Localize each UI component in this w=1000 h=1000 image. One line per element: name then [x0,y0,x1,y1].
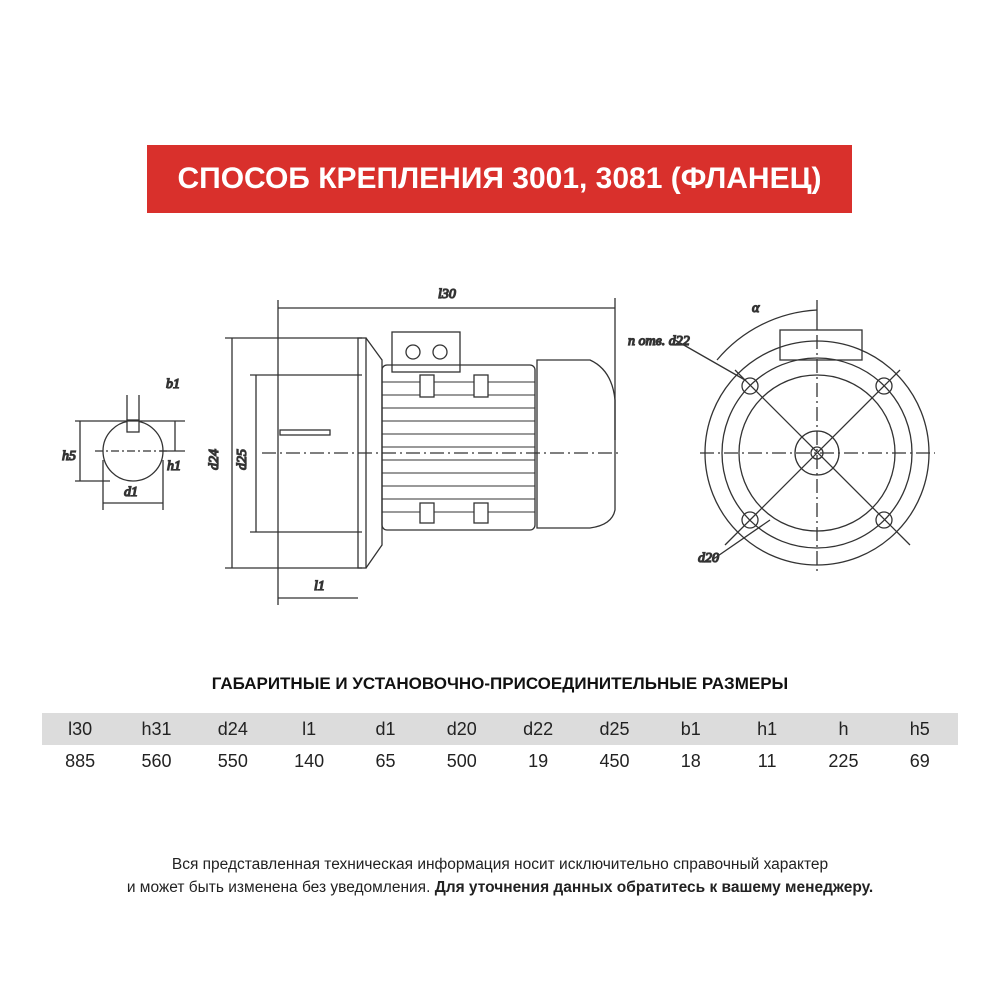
header-cell: d24 [217,718,248,739]
motor-drawing: b1 h5 h1 d1 l30 d24 d25 l1 [61,286,935,605]
value-cell: 69 [909,750,930,771]
value-cell: 65 [375,750,396,771]
shaft-section [75,395,185,510]
label-h5: h5 [62,449,76,464]
value-cell: 11 [757,750,777,771]
note-line-2-bold: Для уточнения данных обратитесь к вашему… [434,879,874,896]
label-d24: d24 [207,449,222,470]
value-cell: 550 [217,750,248,771]
header-cell: d1 [375,718,396,739]
motor-side-view [225,298,620,605]
header-cell: h [838,718,849,739]
value-cell: 225 [828,750,859,771]
label-l30: l30 [438,287,456,302]
disclaimer-note: Вся представленная техническая информаци… [0,853,1000,899]
note-line-2: и может быть изменена без уведомления. Д… [0,876,1000,899]
motor-front-view [674,300,935,575]
label-d1: d1 [124,485,138,500]
label-alpha: α [752,301,760,316]
label-d25: d25 [235,449,250,470]
header-cell: d25 [599,718,630,739]
value-cell: 560 [141,750,172,771]
label-b1: b1 [166,377,180,392]
header-cell: l30 [68,718,93,739]
dimensions-table: l30 h31 d24 l1 d1 d20 d22 d25 b1 h1 h h5… [42,713,958,777]
header-cell: h1 [757,718,778,739]
label-d20: d20 [698,551,719,566]
label-holes: n отв. d22 [628,334,690,349]
table-header-row: l30 h31 d24 l1 d1 d20 d22 d25 b1 h1 h h5 [42,713,958,745]
header-cell: d20 [446,718,477,739]
note-line-2-text: и может быть изменена без уведомления. [126,879,431,896]
header-cell: h5 [909,718,930,739]
value-cell: 140 [294,750,325,771]
label-l1: l1 [314,579,325,594]
value-cell: 19 [528,750,549,771]
header-cell: d22 [523,718,554,739]
note-line-1: Вся представленная техническая информаци… [171,856,829,873]
header-cell: h31 [141,718,172,739]
table-row: 885 560 550 140 65 500 19 450 18 11 225 … [42,745,958,777]
header-cell: b1 [680,718,701,739]
table-subtitle: ГАБАРИТНЫЕ И УСТАНОВОЧНО-ПРИСОЕДИНИТЕЛЬН… [211,674,789,693]
header-cell: l1 [302,718,317,739]
label-h1: h1 [167,459,181,474]
value-cell: 18 [680,750,701,771]
value-cell: 885 [65,750,96,771]
title-banner: СПОСОБ КРЕПЛЕНИЯ 3001, 3081 (ФЛАНЕЦ) [147,145,852,213]
value-cell: 500 [446,750,477,771]
value-cell: 450 [599,750,630,771]
